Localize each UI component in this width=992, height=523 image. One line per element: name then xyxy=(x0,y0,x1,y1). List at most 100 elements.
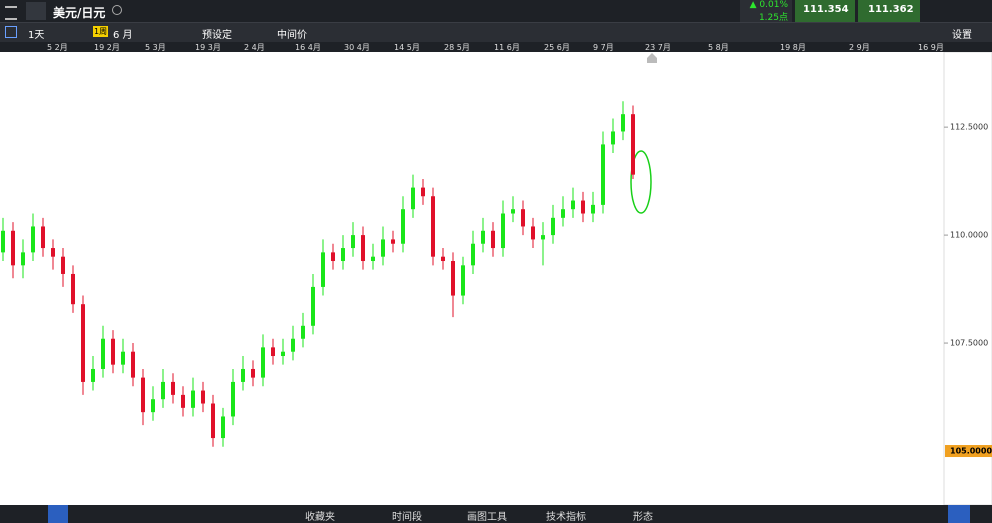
search-icon[interactable] xyxy=(112,5,122,15)
symbol[interactable]: 美元/日元 xyxy=(53,6,106,20)
candle-body xyxy=(361,235,365,262)
sell-price[interactable]: 111.354 xyxy=(803,4,849,15)
candle-body xyxy=(321,252,325,287)
date-label: 11 6月 xyxy=(494,43,520,52)
interval[interactable]: 1天 xyxy=(28,30,45,41)
candle-body xyxy=(201,390,205,404)
bottom-bar: 收藏夹 时间段 画图工具 技术指标 形态 xyxy=(0,505,992,523)
y-tick-label: 110.0000 xyxy=(950,231,988,240)
candle-body xyxy=(221,416,225,439)
current-price-label: 105.0000 xyxy=(950,447,992,456)
candle-body xyxy=(531,226,535,240)
price-axis xyxy=(943,52,992,505)
date-label: 5 2月 xyxy=(47,43,68,52)
candle-body xyxy=(291,338,295,352)
candle-body xyxy=(461,265,465,296)
sell-button[interactable]: 111.354 xyxy=(795,0,855,22)
candle-body xyxy=(61,256,65,274)
date-label: 16 9月 xyxy=(918,43,944,52)
date-label: 5 8月 xyxy=(708,43,729,52)
candle-body xyxy=(551,217,555,236)
date-label: 19 2月 xyxy=(94,43,120,52)
footer-tab[interactable]: 技术指标 xyxy=(546,512,586,523)
date-label: 14 5月 xyxy=(394,43,420,52)
candle-body xyxy=(81,304,85,382)
candle-body xyxy=(581,200,585,214)
candle-body xyxy=(41,226,45,249)
candle-body xyxy=(131,351,135,378)
candle-body xyxy=(111,338,115,365)
candle-body xyxy=(71,273,75,305)
candle-body xyxy=(521,209,525,227)
date-label: 5 3月 xyxy=(145,43,166,52)
candle-body xyxy=(151,399,155,413)
candle-body xyxy=(421,187,425,197)
change-pct: ▲ 0.01% xyxy=(749,0,788,10)
candle-body xyxy=(381,239,385,257)
date-label: 2 9月 xyxy=(849,43,870,52)
date-label: 28 5月 xyxy=(444,43,470,52)
date-label: 16 4月 xyxy=(295,43,321,52)
chart-icon[interactable] xyxy=(26,2,46,20)
current-price-box xyxy=(945,445,992,458)
date-label: 2 4月 xyxy=(244,43,265,52)
change-pts: 1.25点 xyxy=(758,13,788,23)
annotation-circle xyxy=(630,150,652,214)
candle-body xyxy=(401,209,405,244)
candle-body xyxy=(161,381,165,400)
footer-tab[interactable]: 画图工具 xyxy=(467,512,507,523)
date-marker xyxy=(647,53,657,63)
candle-body xyxy=(591,204,595,214)
candle-body xyxy=(301,325,305,339)
date-label: 23 7月 xyxy=(645,43,671,52)
candle-body xyxy=(231,381,235,417)
candle-body xyxy=(481,230,485,244)
candle-body xyxy=(1,230,5,253)
candle-body xyxy=(251,368,255,378)
candle-body xyxy=(311,286,315,326)
menu-icon[interactable] xyxy=(5,6,17,20)
y-tick-label: 107.5000 xyxy=(950,339,988,348)
date-label: 19 3月 xyxy=(195,43,221,52)
pen-tool[interactable] xyxy=(48,505,68,523)
list-icon[interactable] xyxy=(5,26,17,38)
date-label: 30 4月 xyxy=(344,43,370,52)
candle-body xyxy=(181,394,185,408)
footer-tab[interactable]: 时间段 xyxy=(392,512,422,523)
candle-body xyxy=(191,390,195,408)
candle-body xyxy=(431,196,435,257)
top-bar: 美元/日元 ▲ 0.01% 1.25点 111.354 111.362 xyxy=(0,0,992,23)
y-tick-label: 112.5000 xyxy=(950,123,988,132)
candle-body xyxy=(241,368,245,382)
candle-body xyxy=(501,213,505,249)
presets[interactable]: 预设定 xyxy=(202,30,232,41)
chart: 112.5000 110.0000 107.5000 105.0000 xyxy=(1,52,992,505)
buy-price[interactable]: 111.362 xyxy=(868,4,914,15)
candle-body xyxy=(141,377,145,413)
settings[interactable]: 设置 xyxy=(952,30,972,41)
period-badge[interactable]: 1周 xyxy=(93,26,109,37)
toolbar: 1天 1周 6 月 预设定 中间价 设置 xyxy=(0,22,992,43)
candle-body xyxy=(571,200,575,210)
candle-body xyxy=(101,338,105,369)
candle-body xyxy=(261,347,265,378)
candle-body xyxy=(391,239,395,244)
date-axis: 5 2月 19 2月 5 3月 19 3月 2 4月 16 4月 30 4月 14 5月 28 … xyxy=(0,42,992,52)
candle-body xyxy=(31,226,35,253)
footer-tab[interactable]: 形态 xyxy=(633,512,653,523)
candle-body xyxy=(471,243,475,266)
date-label: 19 8月 xyxy=(780,43,806,52)
range[interactable]: 6 月 xyxy=(113,30,133,41)
candle-body xyxy=(441,256,445,262)
candle-body xyxy=(511,209,515,214)
candle-body xyxy=(341,248,345,262)
footer-tab[interactable]: 收藏夹 xyxy=(305,512,335,523)
crosshair-tool[interactable] xyxy=(948,505,970,523)
candle-body xyxy=(21,252,25,266)
candle-body xyxy=(601,144,605,205)
buy-button[interactable]: 111.362 xyxy=(858,0,920,22)
candle-body xyxy=(11,230,15,266)
candle-body xyxy=(491,230,495,249)
price-type[interactable]: 中间价 xyxy=(277,30,307,41)
